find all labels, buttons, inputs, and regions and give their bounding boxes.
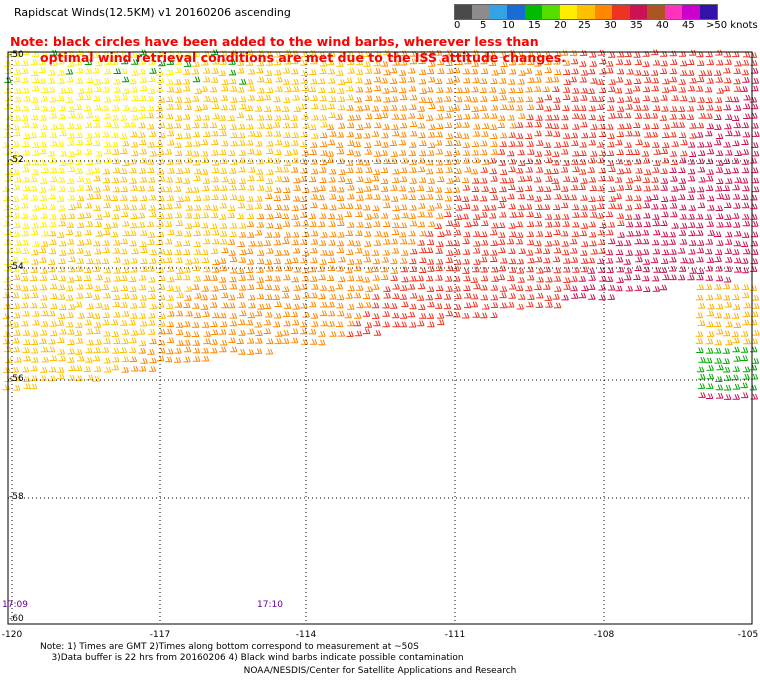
- wind-barbs: [121, 49, 578, 373]
- legend-label-25: 25: [578, 20, 591, 31]
- lon-label-105: -105: [737, 630, 759, 640]
- lon-label-108: -108: [593, 630, 615, 640]
- wind-barb-field: [2, 49, 760, 400]
- legend-swatch: [542, 5, 560, 19]
- legend-label-50-knots: >50 knots: [706, 20, 758, 31]
- legend-label-15: 15: [528, 20, 541, 31]
- wind-speed-legend: [454, 4, 718, 20]
- lon-label-111: -111: [444, 630, 466, 640]
- legend-label-40: 40: [656, 20, 669, 31]
- wind-barbs: [561, 67, 760, 400]
- credit-line: NOAA/NESDIS/Center for Satellite Applica…: [243, 666, 517, 676]
- lat-label-54: -54: [9, 262, 24, 272]
- legend-swatch: [664, 5, 683, 19]
- wind-barbs: [696, 346, 760, 391]
- legend-swatch: [612, 5, 630, 19]
- legend-swatch: [682, 5, 700, 19]
- legend-swatch: [559, 5, 578, 19]
- lat-label-58: -58: [9, 492, 24, 502]
- legend-swatch: [577, 5, 595, 19]
- lat-label-52: -52: [9, 155, 24, 165]
- plot-frame: [7, 51, 753, 625]
- footnote: Note: 1) Times are GMT 2)Times along bot…: [40, 642, 464, 664]
- legend-swatch: [594, 5, 613, 19]
- legend-swatch: [629, 5, 648, 19]
- footnote-line-2: 3)Data buffer is 22 hrs from 20160206 4)…: [51, 653, 464, 663]
- wind-barbs: [2, 49, 391, 391]
- lat-lon-grid: [8, 52, 752, 624]
- attitude-note: Note: black circles have been added to t…: [10, 34, 566, 66]
- time-label-1709: 17:09: [2, 600, 28, 610]
- lon-label-117: -117: [149, 630, 171, 640]
- map-title: Rapidscat Winds(12.5KM) v1 20160206 asce…: [14, 6, 291, 19]
- lat-label-56: -56: [9, 374, 24, 384]
- legend-label-20: 20: [554, 20, 567, 31]
- legend-swatch: [489, 5, 508, 19]
- legend-swatch: [524, 5, 543, 19]
- lat-label-60: -60: [9, 614, 24, 624]
- legend-swatch: [455, 5, 473, 19]
- legend-swatch: [472, 5, 490, 19]
- lon-label-114: -114: [295, 630, 317, 640]
- legend-label-10: 10: [502, 20, 515, 31]
- wind-barbs: [346, 49, 758, 337]
- note-line-1: Note: black circles have been added to t…: [10, 34, 539, 49]
- time-label-1710: 17:10: [257, 600, 283, 610]
- wind-barbs: [695, 283, 760, 346]
- wind-barbs: [2, 49, 201, 283]
- legend-swatch: [647, 5, 665, 19]
- lon-label-120: -120: [1, 630, 23, 640]
- legend-label-5: 5: [480, 20, 487, 31]
- legend-swatch: [507, 5, 525, 19]
- legend-label-35: 35: [630, 20, 643, 31]
- legend-label-30: 30: [604, 20, 617, 31]
- lat-label-50: -50: [9, 50, 24, 60]
- footnote-line-1: Note: 1) Times are GMT 2)Times along bot…: [40, 642, 419, 652]
- note-line-2: optimal wind retrieval conditions are me…: [40, 50, 566, 65]
- legend-label-0: 0: [454, 20, 461, 31]
- legend-swatch: [699, 5, 718, 19]
- legend-label-45: 45: [682, 20, 695, 31]
